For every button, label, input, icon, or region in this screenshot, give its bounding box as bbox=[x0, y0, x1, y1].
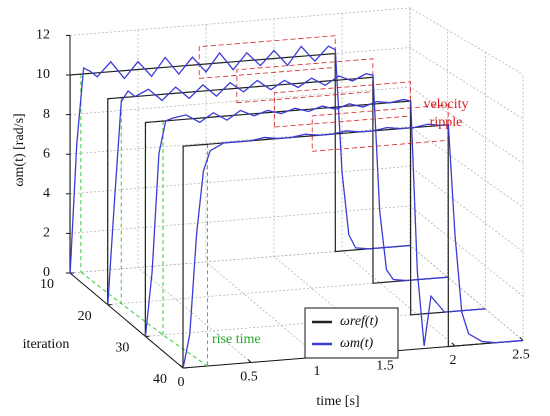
z-tick-label: 10 bbox=[36, 67, 50, 82]
grid-line bbox=[341, 13, 456, 347]
legend-box bbox=[304, 307, 399, 359]
grid-line bbox=[205, 24, 320, 358]
reference-line bbox=[144, 100, 486, 337]
x-tick-label: 1 bbox=[314, 364, 321, 379]
ripple-box bbox=[311, 104, 449, 152]
reference-line bbox=[182, 124, 524, 369]
z-tick-label: 0 bbox=[43, 265, 50, 280]
legend-label: ωref(t) bbox=[340, 314, 378, 329]
x-tick-label: 0 bbox=[178, 375, 185, 390]
measured-line bbox=[107, 73, 448, 306]
ripple-box bbox=[274, 81, 411, 128]
y-tick-label: 10 bbox=[40, 277, 54, 292]
y-tick-label: 30 bbox=[115, 341, 129, 356]
z-axis-label: ωm(t) [rad/s] bbox=[12, 113, 27, 186]
z-tick-label: 4 bbox=[43, 186, 50, 201]
measured-line bbox=[182, 123, 524, 369]
y-tick-label: 40 bbox=[153, 372, 167, 387]
measured-line bbox=[69, 45, 411, 274]
legend-label: ωm(t) bbox=[340, 336, 374, 351]
x-tick-label: 2.5 bbox=[512, 348, 530, 363]
x-tick-label: 1.5 bbox=[376, 359, 394, 374]
grid-line bbox=[137, 29, 252, 363]
y-axis-label: iteration bbox=[23, 337, 70, 352]
z-tick-label: 6 bbox=[43, 146, 50, 161]
grid-line bbox=[69, 7, 524, 75]
x-tick-label: 2 bbox=[450, 353, 457, 368]
rise-time-floor bbox=[80, 271, 208, 367]
z-tick-label: 2 bbox=[43, 226, 50, 241]
x-axis-label: time [s] bbox=[316, 394, 359, 409]
y-axis bbox=[69, 272, 184, 369]
z-tick-label: 8 bbox=[43, 107, 50, 122]
rise-time-label: rise time bbox=[212, 332, 261, 347]
x-tick bbox=[247, 359, 252, 363]
measured-line bbox=[144, 98, 486, 346]
ripple-box bbox=[198, 35, 336, 79]
grid-line bbox=[69, 86, 524, 164]
reference-line bbox=[69, 52, 411, 274]
ripple-box bbox=[236, 58, 374, 104]
grid-line bbox=[145, 52, 486, 337]
x-tick-label: 0.5 bbox=[240, 370, 258, 385]
z-tick-label: 12 bbox=[36, 28, 50, 43]
grid-line bbox=[273, 18, 388, 352]
y-tick-label: 20 bbox=[78, 309, 92, 324]
ripple-label: velocity ripple bbox=[423, 97, 469, 130]
